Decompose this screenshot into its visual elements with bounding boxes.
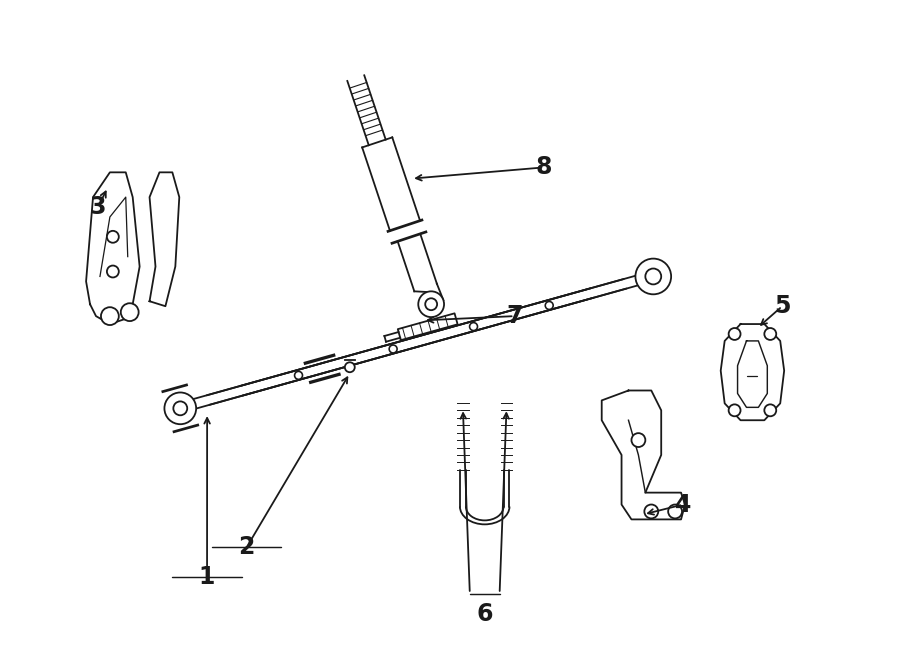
Text: 7: 7: [506, 304, 523, 328]
Circle shape: [729, 405, 741, 416]
Circle shape: [418, 292, 444, 317]
Circle shape: [632, 433, 645, 447]
Circle shape: [470, 323, 478, 330]
Text: 1: 1: [199, 565, 215, 589]
Circle shape: [294, 371, 302, 379]
Circle shape: [121, 303, 139, 321]
Circle shape: [668, 504, 682, 518]
Text: 4: 4: [675, 492, 691, 516]
Text: 3: 3: [90, 195, 106, 219]
Text: 8: 8: [536, 155, 553, 179]
Circle shape: [107, 231, 119, 243]
Circle shape: [645, 268, 662, 284]
Circle shape: [345, 362, 355, 372]
Circle shape: [107, 266, 119, 278]
Circle shape: [764, 405, 776, 416]
Circle shape: [635, 258, 671, 294]
Circle shape: [165, 393, 196, 424]
Circle shape: [174, 401, 187, 415]
Text: 6: 6: [476, 602, 493, 625]
Circle shape: [389, 345, 397, 353]
Circle shape: [729, 328, 741, 340]
Circle shape: [425, 298, 437, 310]
Circle shape: [545, 301, 554, 309]
Circle shape: [101, 307, 119, 325]
Circle shape: [764, 328, 776, 340]
Circle shape: [644, 504, 658, 518]
Text: 5: 5: [774, 294, 790, 318]
Text: 2: 2: [238, 535, 255, 559]
